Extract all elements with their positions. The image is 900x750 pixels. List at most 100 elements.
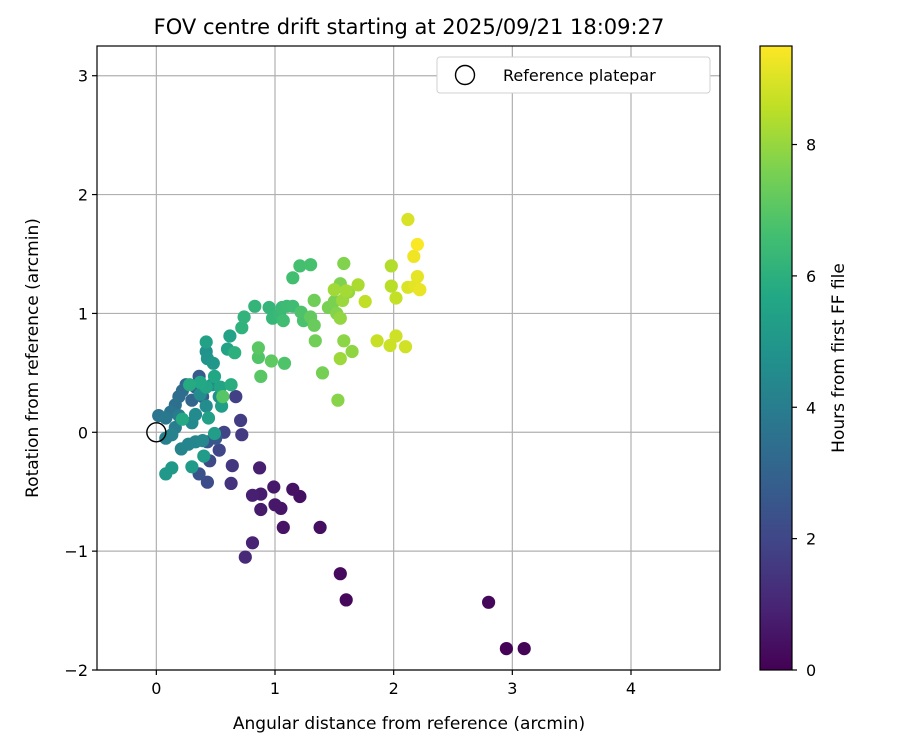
reference-point	[146, 422, 167, 443]
scatter-point	[207, 369, 222, 383]
scatter-point	[183, 378, 197, 392]
scatter-point	[254, 502, 268, 517]
scatter-point	[276, 314, 290, 328]
scatter-point	[165, 461, 179, 475]
colorbar-tick-label: 2	[806, 530, 816, 549]
scatter-point	[389, 291, 403, 305]
plot-frame	[96, 45, 721, 671]
scatter-point	[199, 399, 213, 413]
scatter-point	[276, 520, 290, 535]
x-axis-ticks: 0 1 2 3 4	[151, 670, 636, 698]
scatter-point	[313, 520, 327, 535]
scatter-point	[199, 335, 213, 349]
colorbar-tick-label: 8	[806, 136, 816, 155]
scatter-point	[254, 369, 268, 383]
x-tick-label: 3	[507, 679, 517, 698]
scatter-point	[358, 294, 372, 309]
scatter-point	[410, 270, 424, 284]
scatter-point	[201, 411, 216, 425]
scatter-point	[264, 354, 278, 368]
scatter-point	[389, 329, 403, 343]
scatter-point	[251, 341, 265, 355]
scatter-point	[333, 352, 347, 366]
scatter-point	[333, 567, 347, 581]
scatter-point	[175, 412, 189, 426]
scatter-point	[339, 593, 353, 607]
scatter-point	[268, 498, 282, 512]
scatter-point	[197, 449, 211, 463]
scatter-point	[196, 434, 210, 448]
colorbar-tick-label: 6	[806, 267, 816, 286]
scatter-point	[307, 318, 321, 332]
y-tick-label: 0	[78, 423, 88, 442]
scatter-point	[293, 259, 307, 273]
scatter-point	[499, 642, 513, 656]
scatter-point	[185, 460, 199, 474]
scatter-point	[235, 428, 249, 442]
scatter-point	[413, 283, 427, 297]
scatter-point	[224, 378, 238, 392]
x-tick-label: 1	[270, 679, 280, 698]
scatter-point	[337, 256, 351, 271]
scatter-point	[188, 407, 203, 422]
scatter-point	[216, 390, 230, 404]
scatter-point	[193, 375, 207, 389]
scatter-point	[229, 390, 243, 404]
colorbar-ticks: 0 2 4 6 8	[792, 136, 816, 680]
legend-label: Reference platepar	[503, 66, 656, 85]
legend-box	[436, 56, 711, 94]
y-axis-label: Rotation from reference (arcmin)	[23, 218, 43, 498]
scatter-point	[339, 284, 353, 298]
colorbar-tick-label: 4	[806, 398, 816, 417]
scatter-point	[224, 476, 238, 490]
scatter-point	[398, 340, 413, 354]
scatter-point	[245, 536, 260, 550]
scatter-point	[253, 461, 267, 475]
scatter-point	[165, 428, 179, 442]
scatter-point	[351, 278, 365, 292]
scatter-point	[251, 350, 265, 364]
scatter-point	[482, 595, 496, 609]
scatter-point	[245, 488, 260, 502]
scatter-point	[333, 311, 347, 325]
scatter-point	[370, 334, 384, 348]
scatter-point	[286, 482, 300, 496]
scatter-point	[286, 271, 300, 285]
x-tick-label: 2	[389, 679, 399, 698]
scatter-point	[345, 344, 359, 359]
y-tick-label: −2	[64, 661, 88, 680]
scatter-point	[277, 356, 292, 370]
colorbar-label: Hours from first FF file	[829, 263, 849, 453]
scatter-point	[248, 299, 262, 313]
scatter-point	[228, 346, 242, 360]
scatter-point	[384, 279, 398, 293]
y-tick-label: −1	[64, 542, 88, 561]
colorbar-tick-label: 0	[806, 661, 816, 680]
grid-lines	[97, 46, 720, 671]
scatter-point	[308, 334, 322, 348]
data-points	[152, 212, 531, 656]
scatter-point	[383, 338, 397, 353]
scatter-point	[237, 310, 251, 324]
colorbar: 0 2 4 6 8 Hours from first FF file	[759, 45, 849, 680]
x-axis-label: Angular distance from reference (arcmin)	[233, 714, 585, 734]
scatter-point	[267, 480, 281, 494]
scatter-point	[223, 329, 237, 343]
scatter-point	[401, 212, 415, 227]
scatter-point	[200, 475, 214, 489]
scatter-point	[307, 293, 321, 307]
scatter-point	[337, 334, 351, 348]
scatter-point	[238, 550, 252, 564]
scatter-point	[235, 321, 249, 335]
scatter-point	[262, 300, 276, 315]
scatter-point	[315, 366, 330, 380]
legend: Reference platepar	[436, 56, 711, 94]
chart-title: FOV centre drift starting at 2025/09/21 …	[154, 15, 665, 39]
y-tick-label: 3	[78, 67, 88, 86]
scatter-point	[234, 413, 248, 427]
scatter-point	[304, 258, 318, 272]
scatter-point	[212, 443, 226, 457]
scatter-point	[410, 237, 424, 252]
y-tick-label: 1	[78, 304, 88, 323]
